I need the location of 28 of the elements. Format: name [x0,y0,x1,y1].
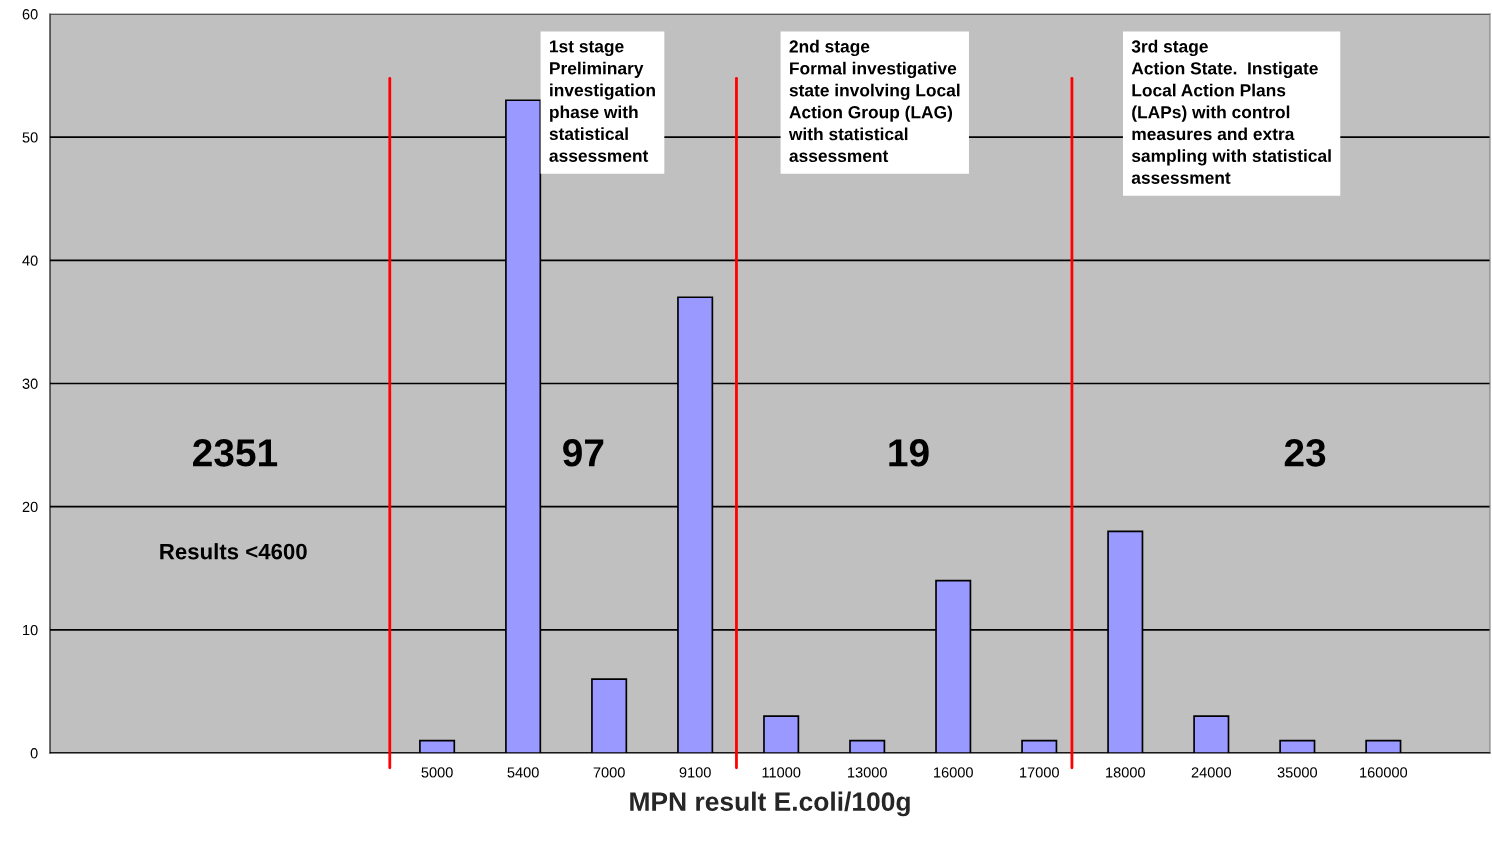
annotation: Results <4600 [160,543,307,560]
y-tick-label: 20 [22,501,38,513]
annotation: 23 [1284,439,1326,467]
x-tick-label: 160000 [1360,767,1408,778]
annotation: 3rd stage Action State. Instigate Local Action Plans (LAPs) with control measures and extra sampling with statistical assessment [1131,39,1331,184]
y-tick-label: 10 [23,624,38,636]
y-tick-label: 30 [22,378,38,389]
annotation: 2351 [193,439,278,467]
annotation: 19 [889,439,929,467]
y-tick-label: 0 [30,748,38,759]
x-tick-label: 7000 [593,767,625,778]
y-tick-label: 50 [22,132,38,143]
x-tick-label: 11000 [762,767,801,778]
x-tick-label: 17000 [1020,767,1059,778]
x-tick-label: 24000 [1191,767,1231,778]
x-tick-label: 5000 [421,767,453,778]
y-tick-label: 40 [22,255,38,266]
x-tick-label: 35000 [1277,767,1318,778]
annotation: 1st stage Preliminary investigation phase with statistical assessment [549,40,655,162]
annotation: 97 [563,439,604,467]
x-tick-label: 5400 [507,767,539,778]
x-tick-label: 18000 [1106,767,1145,778]
annotation: 2nd stage Formal investigative state involving Local Action Group (LAG) with statistical assessment [788,39,960,163]
x-axis-title: MPN result E.coli/100g [630,791,910,817]
y-tick-label: 60 [22,9,38,20]
x-tick-label: 13000 [848,767,887,778]
x-tick-label: 9100 [679,767,711,778]
x-tick-label: 16000 [934,767,973,778]
